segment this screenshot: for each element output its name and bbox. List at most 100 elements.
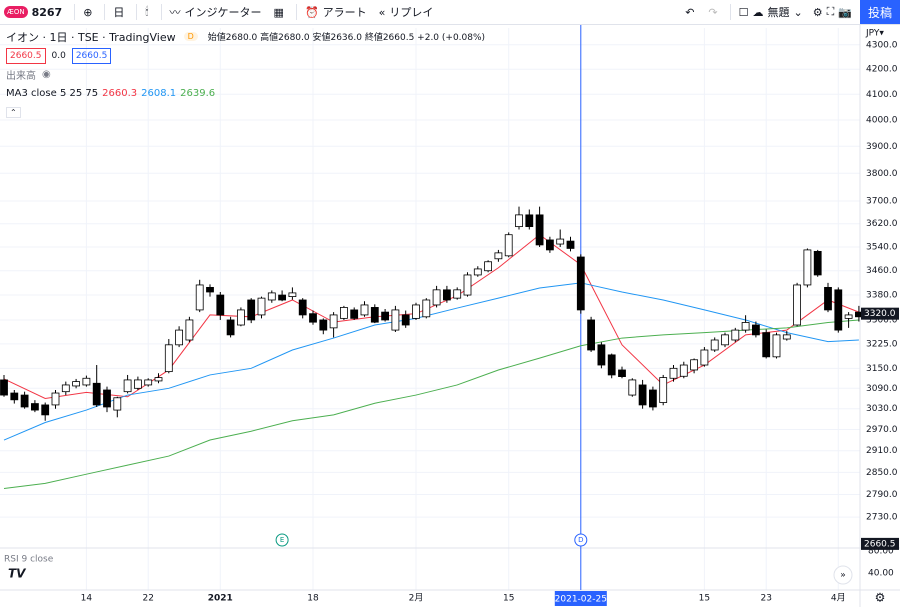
- y-tick-label: 4300.0: [866, 40, 898, 50]
- candle-body: [72, 381, 80, 387]
- candle-body: [546, 239, 554, 251]
- x-tick-label: 2月: [409, 593, 424, 604]
- candle-body: [216, 294, 225, 316]
- candle-body: [484, 261, 493, 272]
- candle-body: [236, 309, 245, 326]
- candle-body: [360, 304, 369, 316]
- spread: 0.0: [51, 50, 66, 61]
- x-tick-label: 18: [307, 594, 319, 604]
- layout-icon[interactable]: ☐: [738, 5, 749, 19]
- settings-icon[interactable]: ⚙: [875, 591, 886, 605]
- replay-icon[interactable]: «: [378, 5, 386, 19]
- y-tick-label: 3460.0: [866, 266, 898, 276]
- interval[interactable]: 日: [113, 6, 125, 19]
- fullscreen[interactable]: ⛶: [826, 5, 835, 18]
- y-tick-label: 3700.0: [866, 197, 898, 207]
- candle-body: [133, 379, 142, 389]
- candle-body: [494, 252, 503, 260]
- candle-body: [298, 299, 307, 316]
- event-label: D: [578, 536, 583, 544]
- candle-body: [164, 344, 173, 373]
- y-tick-label: 3620.0: [866, 219, 898, 229]
- layout-name[interactable]: 無題: [767, 6, 790, 19]
- candle-body: [10, 392, 19, 401]
- rsi-tick: 40.00: [868, 569, 894, 579]
- scroll-button[interactable]: [833, 565, 853, 585]
- replay[interactable]: リプレイ: [389, 6, 434, 19]
- price-tag-bg: [861, 537, 899, 550]
- x-tick-label: 2021: [208, 594, 233, 604]
- event-label: E: [280, 536, 284, 544]
- candle-body: [597, 344, 606, 366]
- candle-body: [669, 367, 678, 379]
- candle-body: [92, 382, 101, 406]
- price-tag: 2660.5: [864, 539, 896, 549]
- indicators-icon[interactable]: 〰: [169, 6, 181, 19]
- candle-body: [453, 289, 462, 299]
- collapse[interactable]: ⌃: [6, 107, 21, 118]
- volume-label: 出来高: [6, 71, 36, 82]
- layout-menu[interactable]: ⌄: [793, 5, 803, 19]
- ask[interactable]: 2660.5: [71, 47, 112, 64]
- redo[interactable]: ↷: [708, 5, 718, 19]
- event-marker[interactable]: [275, 533, 289, 547]
- alert[interactable]: アラート: [322, 6, 367, 19]
- candle-body: [618, 369, 626, 378]
- add-icon[interactable]: ⊕: [83, 5, 93, 19]
- candle-body: [247, 299, 256, 321]
- scroll-icon[interactable]: »: [840, 571, 846, 581]
- candle-body: [772, 334, 781, 358]
- candle-body: [566, 240, 575, 249]
- y-tick-label: 4200.0: [866, 65, 898, 75]
- candle-body: [442, 289, 451, 301]
- candle-body: [226, 319, 235, 336]
- symbol[interactable]: 8267: [31, 5, 63, 19]
- y-tick-label: 3030.0: [866, 404, 898, 414]
- indicators[interactable]: インジケーター: [184, 6, 262, 19]
- candle-body: [391, 309, 400, 331]
- candle-body: [20, 394, 29, 408]
- candle-body: [587, 319, 595, 351]
- publish[interactable]: 投稿: [860, 0, 900, 24]
- candle-body: [576, 256, 585, 311]
- candle-body: [432, 289, 441, 306]
- screenshot[interactable]: 📷: [838, 5, 852, 19]
- candle-body: [607, 354, 616, 376]
- cloud-icon[interactable]: ☁: [752, 5, 764, 19]
- y-tick-label: 2730.0: [866, 513, 898, 523]
- alert-icon[interactable]: ⏰: [304, 5, 319, 19]
- candle-body: [185, 319, 194, 341]
- candle-body: [288, 292, 297, 297]
- badge: D: [183, 32, 198, 41]
- candle-body: [41, 404, 50, 416]
- currency[interactable]: JPY▾: [865, 29, 884, 39]
- settings[interactable]: ⚙: [812, 5, 823, 19]
- candle-body: [463, 274, 472, 296]
- bid[interactable]: 2660.5: [6, 47, 46, 64]
- y-tick-label: 3300.0: [866, 315, 898, 325]
- crosshair-label-bg: [554, 591, 607, 606]
- candle-body: [103, 389, 111, 408]
- candle-body: [473, 268, 482, 276]
- candle-body: [504, 234, 513, 257]
- candle-body: [267, 292, 276, 301]
- candle-body: [679, 364, 688, 377]
- chart-type-icon[interactable]: 🕯: [145, 5, 149, 18]
- candle-body: [195, 284, 204, 311]
- y-tick-label: 4100.0: [866, 90, 898, 100]
- templates-icon[interactable]: ▦: [273, 5, 284, 19]
- candle-body: [782, 334, 791, 340]
- candle-body: [803, 249, 812, 286]
- ohlc: 始値2680.0 高値2680.0 安値2636.0 終値2660.5 +2.0…: [207, 33, 486, 43]
- x-tick-label: 15: [503, 594, 514, 604]
- candle-body: [257, 297, 266, 316]
- candle-body: [525, 214, 534, 228]
- event-marker[interactable]: [574, 533, 588, 547]
- candle-body: [844, 314, 853, 319]
- hide-icon[interactable]: ◉: [42, 69, 51, 80]
- candle-body: [535, 214, 544, 246]
- rsi-tick: 80.00: [868, 547, 894, 557]
- undo[interactable]: ↶: [685, 5, 695, 19]
- candle-body: [710, 339, 719, 351]
